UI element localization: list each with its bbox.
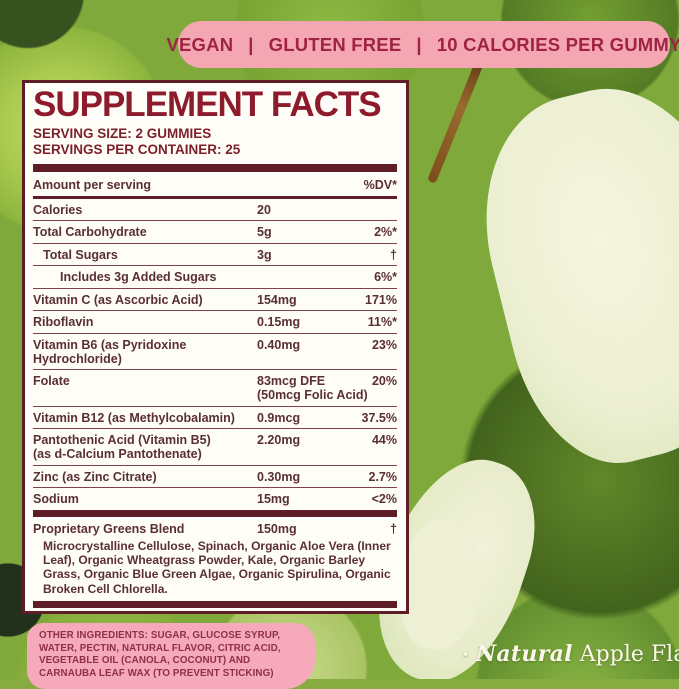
other-ingredients-box: OTHER INGREDIENTS: SUGAR, GLUCOSE SYRUP,… — [27, 623, 315, 689]
table-row-calories: Calories 20 — [33, 199, 397, 222]
serving-size: SERVING SIZE: 2 GUMMIES — [33, 125, 212, 141]
table-row-added-sugars: Includes 3g Added Sugars 6%* — [33, 266, 397, 289]
other-ingredients-label: OTHER INGREDIENTS: — [39, 630, 149, 641]
table-header-row: Amount per serving %DV* — [33, 172, 397, 199]
claim-calories: 10 CALORIES PER GUMMY — [436, 33, 679, 55]
divider-bar — [33, 601, 397, 609]
table-row-folate: Folate 83mcg DFE (50mcg Folic Acid) 20% — [33, 370, 397, 407]
table-row-total-carbohydrate: Total Carbohydrate 5g 2%* — [33, 221, 397, 244]
cut-apple-flesh — [456, 63, 679, 483]
flavor-bullet: · — [462, 642, 469, 666]
banner-separator: | — [248, 33, 254, 55]
dv-column-label: %DV* — [363, 177, 397, 192]
claim-gluten-free: GLUTEN FREE — [268, 33, 402, 55]
flavor-natural: Natural — [475, 641, 573, 667]
greens-blend-ingredients: Microcrystalline Cellulose, Spinach, Org… — [43, 538, 391, 596]
table-row-vitamin-b6: Vitamin B6 (as Pyridoxine Hydrochloride)… — [33, 334, 397, 371]
table-row-total-sugars: Total Sugars 3g † — [33, 244, 397, 267]
flavor-callout: · Natural Apple Flavor — [462, 641, 679, 667]
servings-per-container: SERVINGS PER CONTAINER: 25 — [33, 142, 241, 158]
amount-per-serving-label: Amount per serving — [33, 177, 152, 192]
panel-title: SUPPLEMENT FACTS — [33, 85, 382, 124]
table-row-vitamin-c: Vitamin C (as Ascorbic Acid) 154mg 171% — [33, 289, 397, 312]
table-row-zinc: Zinc (as Zinc Citrate) 0.30mg 2.7% — [33, 466, 397, 489]
table-row-sodium: Sodium 15mg <2% — [33, 492, 397, 507]
footnote-daily-values: *Percent Daily Values are based on a 2,0… — [33, 612, 397, 614]
claims-banner: VEGAN | GLUTEN FREE | 10 CALORIES PER GU… — [166, 21, 679, 68]
nutrition-table: Amount per serving %DV* Calories 20 Tota… — [33, 172, 397, 614]
claim-vegan: VEGAN — [166, 33, 234, 55]
divider-bar — [33, 163, 397, 172]
banner-separator: | — [416, 33, 422, 55]
table-row-riboflavin: Riboflavin 0.15mg 11%* — [33, 311, 397, 334]
table-row-greens-blend: Proprietary Greens Blend 150mg † — [33, 521, 397, 536]
apple-stem — [427, 55, 486, 184]
table-row-vitamin-b12: Vitamin B12 (as Methylcobalamin) 0.9mcg … — [33, 407, 397, 430]
footnotes: *Percent Daily Values are based on a 2,0… — [33, 608, 397, 614]
other-ingredients-text: SUGAR, GLUCOSE SYRUP, WATER, PECTIN, NAT… — [39, 630, 281, 680]
flavor-name: Apple Flavor — [579, 641, 679, 667]
table-row-pantothenic-acid: Pantothenic Acid (Vitamin B5) (as d-Calc… — [33, 429, 397, 466]
divider-bar — [33, 509, 397, 517]
supplement-facts-panel: SUPPLEMENT FACTS SERVING SIZE: 2 GUMMIES… — [22, 80, 409, 614]
